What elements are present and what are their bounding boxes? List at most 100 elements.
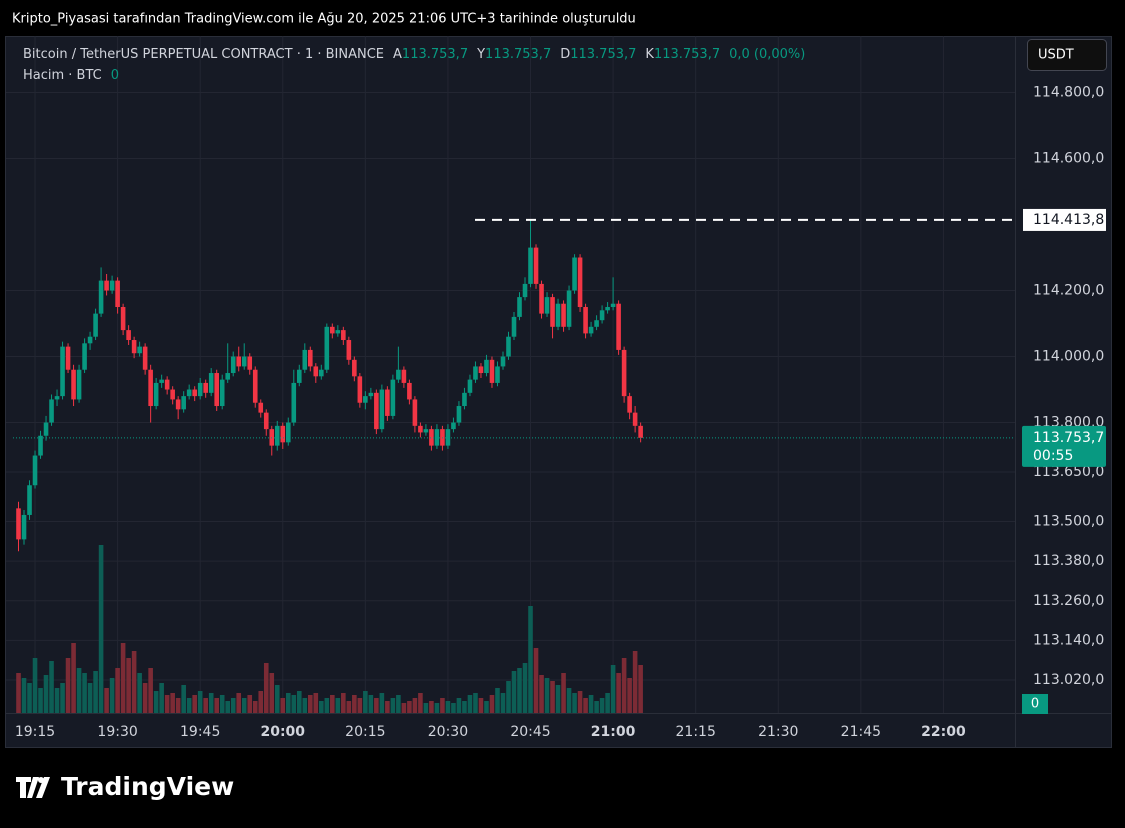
- volume-bar: [87, 683, 93, 713]
- candle-body: [263, 412, 269, 430]
- candle-body: [241, 356, 247, 367]
- volume-bar: [440, 698, 445, 713]
- candle-body: [319, 369, 324, 377]
- candle-body: [374, 392, 379, 430]
- volume-bar: [186, 698, 192, 713]
- volume-bar: [153, 691, 159, 713]
- candle-body: [401, 369, 407, 383]
- y-tick-label: 113.260,0: [1033, 593, 1104, 609]
- volume-bar: [572, 693, 577, 713]
- candle-body: [572, 257, 577, 291]
- candle-body: [379, 389, 385, 430]
- volume-bar: [269, 673, 275, 713]
- candle-body: [109, 280, 115, 291]
- candle-body: [489, 359, 495, 383]
- candle-body: [137, 346, 142, 354]
- volume-bar: [555, 685, 561, 713]
- volume-bar: [32, 658, 38, 713]
- volume-bar: [148, 668, 153, 713]
- volume-bar: [225, 701, 231, 713]
- volume-bar: [396, 695, 401, 713]
- y-tick-label: 113.140,0: [1033, 632, 1104, 648]
- currency-button[interactable]: [1027, 39, 1107, 71]
- volume-bar: [379, 693, 385, 713]
- volume-bar: [27, 683, 32, 713]
- candle-body: [473, 366, 478, 380]
- candle-body: [429, 429, 434, 446]
- candle-body: [583, 307, 588, 334]
- candle-body: [280, 425, 286, 443]
- candle-body: [21, 514, 27, 540]
- volume-bar: [126, 658, 131, 713]
- candle-body: [142, 346, 148, 370]
- volume-bar: [38, 688, 43, 713]
- volume-bar: [638, 665, 643, 713]
- volume-bar: [346, 701, 352, 713]
- volume-bar: [484, 701, 489, 713]
- volume-bar: [192, 695, 197, 713]
- volume-bar: [291, 695, 297, 713]
- volume-badge-label: 0: [1031, 697, 1039, 712]
- candle-body: [115, 280, 120, 308]
- candle-body: [528, 247, 533, 284]
- candle-body: [192, 389, 197, 397]
- ohlc-value: 113.753,7: [485, 47, 551, 62]
- x-tick-label: 19:30: [97, 724, 137, 740]
- candle-body: [252, 369, 258, 403]
- volume-bar: [16, 673, 21, 713]
- volume-bar: [385, 701, 390, 713]
- y-tick-label: 113.650,0: [1033, 464, 1104, 480]
- volume-bar: [43, 675, 49, 713]
- volume-bar: [319, 701, 324, 713]
- candle-body: [330, 326, 335, 334]
- candle-body: [76, 369, 82, 400]
- volume-bar: [500, 693, 506, 713]
- candle-body: [230, 356, 236, 374]
- volume-bar: [263, 663, 269, 713]
- candle-body: [148, 369, 153, 407]
- y-tick-label: 114.000,0: [1033, 349, 1104, 365]
- volume-legend: Hacim · BTC 0: [23, 68, 119, 83]
- candle-body: [385, 389, 390, 416]
- volume-bar: [60, 683, 65, 713]
- currency-label[interactable]: USDT: [1038, 48, 1074, 63]
- candle-body: [451, 422, 456, 430]
- candle-body: [197, 382, 203, 397]
- volume-bar: [528, 606, 533, 713]
- candle-body: [621, 349, 627, 397]
- logo: TradingView: [16, 772, 234, 801]
- candle-body: [456, 406, 462, 423]
- volume-bar: [522, 663, 528, 713]
- candle-body: [258, 402, 264, 413]
- volume-bar: [214, 698, 220, 713]
- candle-body: [539, 283, 544, 314]
- volume-bar: [104, 688, 109, 713]
- candle-body: [638, 425, 643, 438]
- x-tick-label: 22:00: [921, 724, 966, 740]
- candle-body: [203, 382, 208, 393]
- volume-bar: [21, 678, 27, 713]
- ohlc-key: K: [645, 47, 654, 62]
- y-tick-label: 113.500,0: [1033, 514, 1104, 530]
- symbol: Bitcoin / TetherUS PERPETUAL CONTRACT · …: [23, 47, 805, 62]
- change: 0,0 (0,00%): [729, 47, 805, 62]
- volume-bar: [98, 545, 104, 713]
- volume-bar: [478, 698, 484, 713]
- candle-body: [610, 303, 616, 308]
- volume-bar: [544, 678, 550, 713]
- volume-bar: [137, 673, 142, 713]
- volume-bar: [181, 685, 186, 713]
- volume-bar: [456, 698, 462, 713]
- x-tick-label: 19:45: [180, 724, 220, 740]
- candle-body: [164, 379, 170, 390]
- x-tick-label: 21:00: [591, 724, 636, 740]
- volume-bar: [330, 695, 335, 713]
- volume-bar: [467, 695, 473, 713]
- volume-bar: [335, 698, 341, 713]
- volume-bar: [621, 658, 627, 713]
- volume-bar: [412, 698, 418, 713]
- candle-body: [27, 485, 32, 515]
- candle-body: [478, 366, 484, 374]
- candle-body: [247, 356, 253, 370]
- volume-bar: [462, 701, 467, 713]
